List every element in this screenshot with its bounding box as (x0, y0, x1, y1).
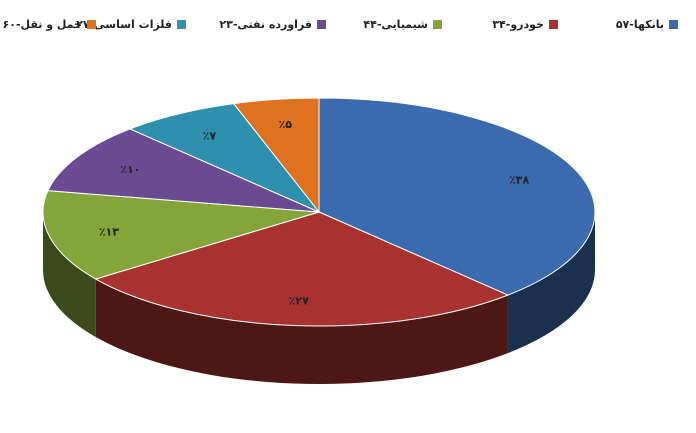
pie-slice-side (43, 212, 96, 338)
pie-slice (232, 97, 320, 214)
legend-item: فلزات اساسی-۲۷ (76, 14, 186, 34)
slice-data-label: ٪۵ (279, 118, 293, 131)
legend-item: شیمیایی-۴۴ (363, 14, 442, 34)
legend-label: بانکها-۵۷ (615, 17, 664, 31)
pie-labels: ٪۳۸ ٪۲۷ ٪۱۳ ٪۱۰ ٪۷ ٪۵ (99, 118, 530, 307)
slice-data-label: ٪۷ (203, 129, 217, 142)
legend-item: خودرو-۳۴ (492, 14, 558, 34)
legend-swatch (669, 19, 678, 29)
chart-legend: بانکها-۵۷ خودرو-۳۴ شیمیایی-۴۴ فراورده نف… (0, 14, 696, 34)
pie-slice (318, 97, 596, 296)
legend-swatch (433, 19, 442, 29)
legend-swatch (317, 19, 326, 29)
pie-slice (42, 190, 320, 280)
legend-label: حمل و نقل-۶۰ (2, 17, 83, 31)
legend-item: فراورده نفتی-۲۳ (219, 14, 326, 34)
legend-swatch (87, 19, 96, 29)
slice-data-label: ٪۱۳ (99, 225, 119, 238)
pie-slice (128, 103, 320, 213)
legend-label: خودرو-۳۴ (492, 17, 544, 31)
slice-data-label: ٪۳۸ (509, 173, 529, 186)
legend-swatch (549, 19, 558, 29)
pie-slice (94, 211, 510, 327)
pie-tops (42, 97, 596, 327)
pie-slice-side (95, 279, 508, 384)
legend-item: حمل و نقل-۶۰ (2, 14, 96, 34)
pie-slice (47, 128, 320, 213)
legend-label: فلزات اساسی-۲۷ (76, 17, 172, 31)
legend-item: بانکها-۵۷ (616, 14, 678, 34)
legend-label: فراورده نفتی-۲۳ (219, 17, 312, 31)
pie-sides (43, 212, 595, 384)
legend-swatch (177, 19, 186, 29)
pie-slice-side (507, 212, 595, 354)
legend-label: شیمیایی-۴۴ (363, 17, 428, 31)
slice-data-label: ٪۱۰ (120, 163, 140, 176)
slice-data-label: ٪۲۷ (289, 295, 309, 308)
